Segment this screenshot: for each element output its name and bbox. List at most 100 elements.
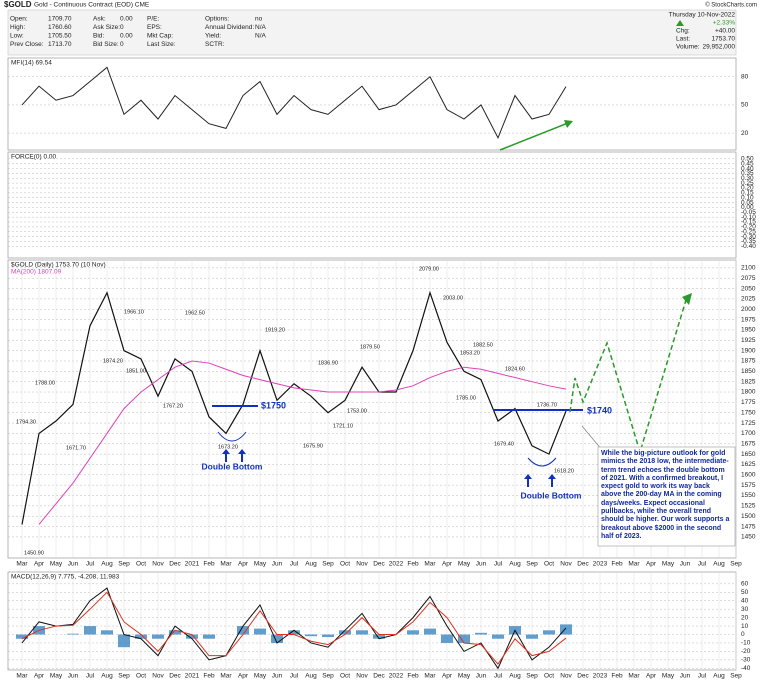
- price-annotation: 1919.20: [265, 327, 285, 333]
- pattern-label: Double Bottom: [521, 490, 582, 500]
- field-label: Bid:: [93, 33, 104, 40]
- y-tick-label: 1575: [741, 482, 756, 489]
- x-tick-label: Nov: [560, 561, 572, 568]
- histogram-bar: [441, 634, 453, 643]
- histogram-bar: [458, 634, 470, 643]
- y-tick-label: 1925: [741, 337, 756, 344]
- symbol: $GOLD: [4, 0, 32, 9]
- y-tick-label: 20: [741, 130, 749, 137]
- panel-title: MFI(14) 69.54: [11, 60, 52, 67]
- x-tick-label: Apr: [238, 561, 249, 568]
- field-label: Open:: [10, 16, 28, 23]
- price-annotation: 1721.10: [333, 423, 353, 429]
- field-value: 1713.70: [48, 41, 72, 48]
- x-tick-label: May: [254, 673, 267, 680]
- x-tick-label: Apr: [238, 673, 249, 680]
- x-tick-label: Oct: [340, 561, 350, 568]
- bottom-arc: [217, 431, 557, 467]
- panel: [7, 571, 737, 671]
- x-tick-label: Oct: [544, 673, 554, 680]
- price-annotation: 1794.30: [16, 419, 36, 425]
- source: © StockCharts.com: [705, 2, 757, 9]
- field-label: Mkt Cap:: [147, 33, 173, 40]
- quote-value: 1753.70: [712, 36, 736, 43]
- x-tick-label: Sep: [322, 673, 334, 680]
- y-tick-label: 1825: [741, 378, 756, 385]
- histogram-bar: [322, 634, 334, 638]
- x-tick-label: Apr: [646, 673, 657, 680]
- x-tick-label: 2021: [185, 561, 200, 568]
- x-tick-label: Jun: [272, 673, 283, 680]
- y-tick-label: 1550: [741, 492, 756, 499]
- y-tick-label: 50: [741, 589, 749, 596]
- y-tick-label: -0.25: [741, 228, 756, 235]
- histogram-bar: [560, 624, 572, 635]
- y-tick-label: 2100: [741, 265, 756, 272]
- field-label: High:: [10, 24, 25, 31]
- histogram-bar: [16, 634, 28, 639]
- x-tick-label: Aug: [509, 561, 521, 568]
- x-tick-label: Mar: [16, 561, 28, 568]
- x-tick-label: Oct: [136, 561, 146, 568]
- field-label: Ask Size:: [93, 24, 120, 31]
- field-value: 1760.60: [48, 24, 72, 31]
- x-tick-label: Feb: [407, 673, 419, 680]
- x-tick-label: Sep: [118, 561, 130, 568]
- x-tick-label: Nov: [152, 561, 164, 568]
- price-annotation: 1785.00: [456, 395, 476, 401]
- histogram-bar: [118, 634, 130, 648]
- histogram-bar: [186, 634, 198, 639]
- y-tick-label: 60: [741, 581, 749, 588]
- x-tick-label: Dec: [577, 561, 589, 568]
- histogram-bar: [135, 634, 147, 639]
- date: Thursday 10-Nov-2022: [669, 12, 736, 19]
- x-tick-label: Aug: [101, 673, 113, 680]
- arrow-head: [564, 120, 573, 128]
- field-label: Annual Dividend:: [205, 24, 254, 31]
- y-tick-label: 0.45: [741, 160, 754, 167]
- field-label: SCTR:: [205, 41, 225, 48]
- y-tick-label: 2000: [741, 306, 756, 313]
- x-tick-label: Aug: [713, 673, 725, 680]
- histogram-bar: [288, 630, 300, 635]
- x-tick-label: Jun: [680, 561, 691, 568]
- field-value: 0: [120, 24, 124, 31]
- x-tick-label: Dec: [169, 561, 181, 568]
- x-tick-label: Sep: [118, 673, 130, 680]
- x-tick-label: Feb: [611, 561, 623, 568]
- series-legend: MA(200) 1807.09: [11, 269, 62, 276]
- histogram-bar: [543, 630, 555, 635]
- y-tick-label: 0.25: [741, 180, 754, 187]
- y-tick-label: -0.40: [741, 243, 756, 250]
- histogram-bar: [492, 634, 504, 639]
- panel: [7, 151, 737, 259]
- y-tick-label: 1950: [741, 327, 756, 334]
- x-tick-label: Feb: [611, 673, 623, 680]
- y-tick-label: -0.30: [741, 233, 756, 240]
- series-line: [38, 360, 567, 525]
- x-tick-label: May: [254, 561, 267, 568]
- x-tick-label: Sep: [730, 561, 742, 568]
- x-tick-label: Feb: [407, 561, 419, 568]
- x-tick-label: May: [458, 673, 471, 680]
- price-annotation: 1736.70: [537, 402, 557, 408]
- price-annotation: 1853.20: [460, 350, 480, 356]
- x-tick-label: Sep: [526, 561, 538, 568]
- x-tick-label: Nov: [356, 673, 368, 680]
- field-label: Bid Size:: [93, 41, 119, 48]
- y-tick-label: 1900: [741, 347, 756, 354]
- x-tick-label: Jun: [476, 561, 487, 568]
- field-label: P/E:: [147, 16, 159, 23]
- panel-title: FORCE(0) 0.00: [11, 154, 57, 161]
- price-annotation: 1836.90: [318, 360, 338, 366]
- price-annotation: 1962.50: [185, 310, 205, 316]
- divergence-arrow: [499, 122, 569, 151]
- y-tick-label: -0.35: [741, 238, 756, 245]
- histogram-bar: [356, 630, 368, 635]
- price-annotation: 1851.00: [126, 368, 146, 374]
- histogram-bar: [169, 630, 181, 635]
- field-label: Yield:: [205, 33, 221, 40]
- y-tick-label: 1600: [741, 472, 756, 479]
- x-tick-label: May: [662, 561, 675, 568]
